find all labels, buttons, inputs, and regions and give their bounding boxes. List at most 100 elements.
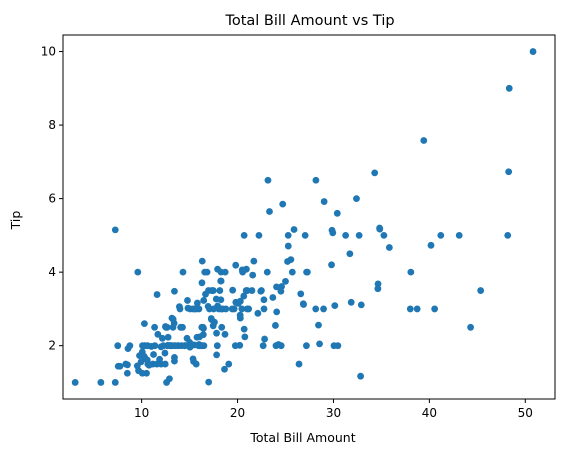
data-point	[198, 279, 206, 287]
data-point	[371, 169, 379, 177]
data-point	[455, 231, 463, 239]
data-point	[239, 268, 247, 276]
data-point	[221, 268, 229, 276]
data-point	[213, 329, 220, 337]
data-point	[217, 296, 225, 304]
data-point	[205, 378, 213, 386]
y-tick-label: 10	[41, 45, 56, 59]
data-point	[342, 231, 350, 239]
data-point	[143, 356, 151, 364]
data-point	[406, 305, 414, 313]
data-point	[153, 291, 161, 298]
data-point	[163, 323, 171, 331]
data-point	[124, 345, 132, 353]
data-point	[277, 287, 285, 295]
data-point	[197, 342, 205, 350]
data-point	[264, 176, 272, 184]
data-point	[232, 261, 240, 269]
data-point	[299, 300, 307, 308]
data-point	[427, 241, 435, 249]
data-point	[374, 280, 382, 288]
data-point	[272, 322, 279, 329]
data-point	[218, 323, 226, 331]
data-point	[320, 305, 327, 313]
data-point	[284, 231, 292, 239]
data-point	[263, 268, 271, 276]
data-point	[477, 287, 485, 294]
data-point	[184, 297, 191, 304]
x-tick-label: 20	[230, 406, 245, 420]
data-point	[229, 286, 237, 294]
data-point	[213, 351, 221, 359]
data-point	[97, 379, 105, 386]
data-point	[210, 305, 218, 313]
data-point	[161, 360, 169, 368]
data-point	[284, 242, 292, 250]
data-point	[141, 320, 148, 328]
data-point	[467, 323, 474, 331]
data-point	[216, 287, 224, 294]
data-point	[234, 300, 242, 307]
data-point	[171, 357, 178, 365]
data-point	[376, 225, 384, 233]
data-point	[347, 298, 355, 306]
data-point	[504, 231, 512, 239]
x-axis-label: Total Bill Amount	[249, 430, 355, 445]
data-point	[236, 311, 244, 319]
data-point	[158, 334, 166, 342]
data-point	[260, 296, 268, 304]
data-point	[138, 369, 146, 377]
data-point	[207, 315, 215, 322]
data-point	[333, 209, 341, 217]
data-point	[407, 268, 415, 276]
data-point	[320, 198, 328, 205]
data-point	[357, 372, 364, 380]
y-axis-label: Tip	[8, 211, 23, 231]
data-point	[353, 195, 360, 203]
data-point	[200, 297, 208, 304]
data-point	[198, 323, 206, 331]
data-point	[71, 379, 79, 386]
y-tick-label: 2	[48, 339, 56, 353]
y-tick-label: 6	[48, 192, 56, 206]
data-point	[190, 341, 198, 349]
data-point	[240, 231, 248, 239]
data-point	[217, 277, 225, 285]
data-point	[273, 283, 280, 291]
data-point	[228, 305, 236, 313]
y-tick-label: 4	[48, 265, 56, 279]
data-point	[330, 342, 338, 350]
data-point	[154, 330, 162, 338]
data-point	[431, 305, 439, 313]
plot-background	[63, 35, 555, 399]
data-point	[199, 331, 207, 339]
data-point	[111, 379, 119, 386]
x-tick-label: 40	[422, 406, 437, 420]
data-point	[191, 305, 199, 313]
data-point	[136, 352, 143, 360]
data-point	[151, 342, 159, 350]
data-point	[179, 268, 187, 276]
data-point	[505, 84, 513, 92]
data-point	[284, 258, 291, 265]
data-point	[312, 305, 320, 313]
data-point	[301, 231, 309, 239]
data-point	[272, 342, 280, 350]
data-point	[505, 168, 513, 176]
data-point	[137, 358, 145, 366]
axes: 10 20 30 40 50 2 4 6 8 10	[41, 34, 556, 420]
data-point	[380, 231, 388, 239]
data-point	[169, 323, 177, 331]
data-point	[161, 349, 169, 357]
data-point	[231, 342, 239, 350]
data-point	[266, 208, 273, 215]
y-tick-label: 8	[48, 118, 56, 132]
data-point	[279, 200, 287, 208]
data-point	[181, 342, 189, 350]
data-point	[145, 361, 153, 369]
data-point	[176, 305, 184, 313]
data-point	[529, 48, 537, 55]
data-point	[420, 137, 428, 144]
data-point	[139, 342, 146, 350]
